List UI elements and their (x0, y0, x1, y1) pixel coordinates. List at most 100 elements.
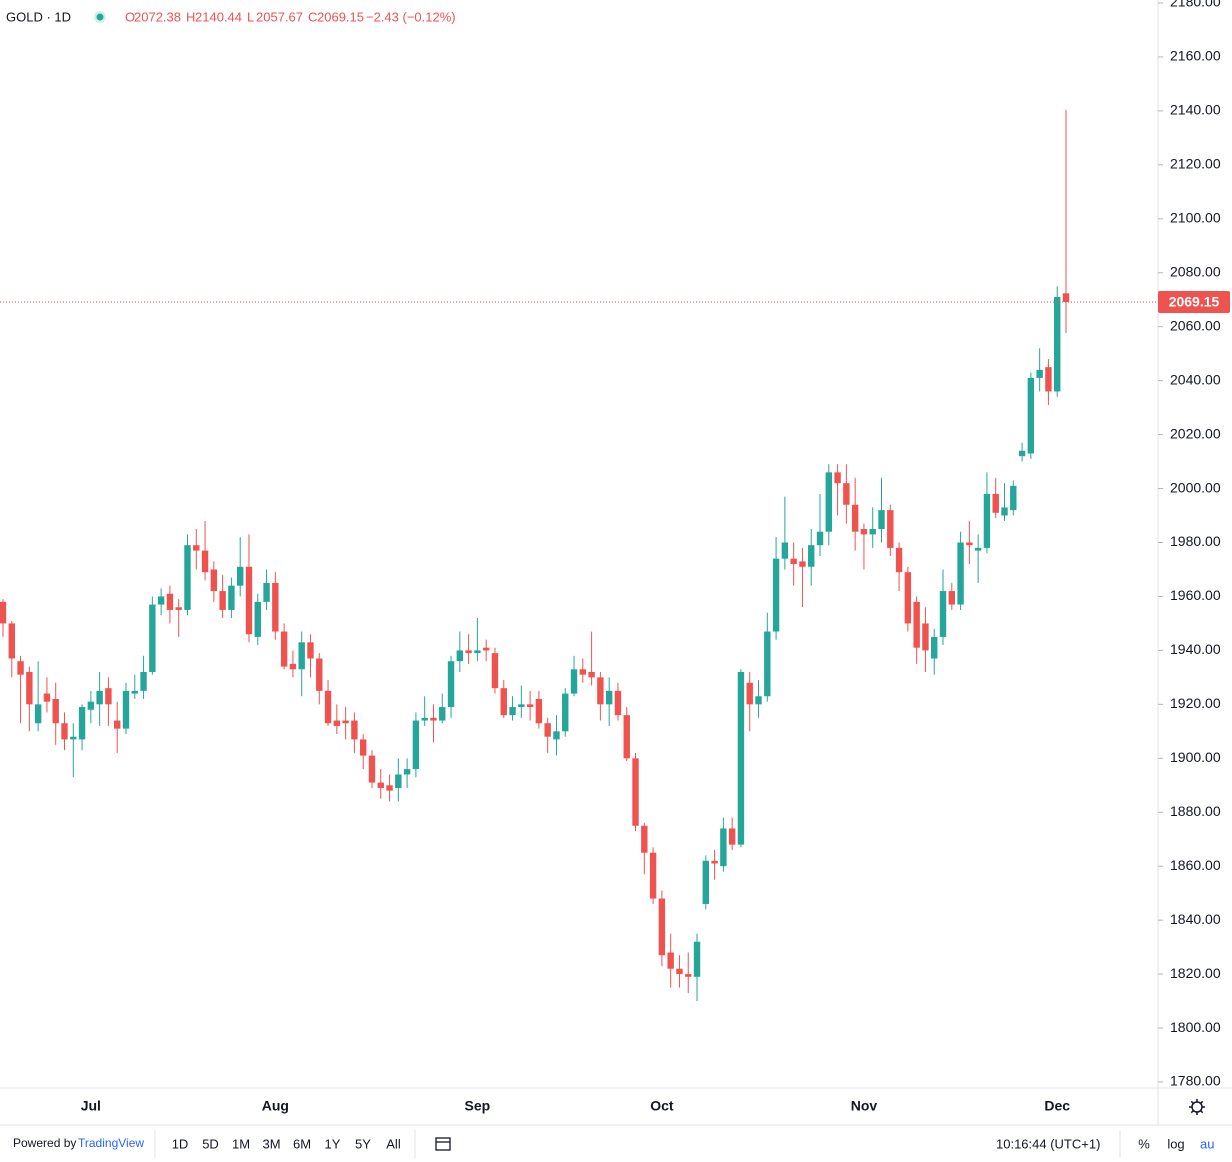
candle-body (649, 852, 657, 899)
candle-body (245, 566, 253, 635)
candle-body (992, 493, 999, 513)
candle-body (166, 593, 174, 610)
range-button[interactable]: 6M (293, 1136, 311, 1151)
candle-body (70, 736, 77, 740)
candle-body (553, 731, 560, 740)
candle-body (395, 774, 402, 788)
candle-body (474, 650, 481, 654)
candle-body (8, 623, 15, 659)
candle-body (605, 690, 613, 705)
candle-body (772, 558, 780, 632)
range-button[interactable]: 5Y (355, 1136, 371, 1151)
candle-body (289, 663, 297, 670)
range-button[interactable]: 5D (202, 1136, 219, 1151)
y-tick-label: 1860.00 (1170, 857, 1221, 873)
candle-body (851, 504, 859, 532)
x-tick-label: Nov (851, 1098, 878, 1114)
candle-body (737, 671, 745, 845)
range-button[interactable]: 1Y (325, 1136, 341, 1151)
candle-body (562, 693, 569, 732)
candle-body (693, 941, 701, 977)
y-tick-label: 2020.00 (1170, 425, 1221, 441)
date-range-icon[interactable] (435, 1137, 451, 1151)
y-tick-label: 1820.00 (1170, 965, 1221, 981)
candle-body (122, 690, 130, 729)
candle-body (623, 715, 630, 759)
candle-body (342, 720, 349, 724)
candle-body (157, 596, 165, 605)
candle-body (272, 582, 279, 632)
candle-body (421, 717, 428, 721)
candle-body (913, 601, 920, 648)
candle-body (26, 671, 33, 705)
candle-body (482, 647, 490, 651)
candle-body (632, 758, 639, 826)
range-button[interactable]: 1D (172, 1136, 189, 1151)
candle-body (333, 720, 341, 726)
candle-body (412, 720, 420, 770)
candle-body (526, 704, 534, 708)
candle-body (939, 591, 947, 637)
candle-body (298, 642, 305, 670)
candle-body (1045, 367, 1052, 392)
candle-body (351, 720, 358, 740)
ohlc-prefix: L (247, 9, 254, 24)
candle-body (105, 688, 112, 705)
y-tick-label: 2180.00 (1170, 0, 1221, 10)
candle-body (711, 860, 718, 864)
candle-body (781, 542, 789, 559)
last-price-tag (1158, 291, 1230, 314)
candle-body (368, 755, 376, 783)
ohlc-value: 2057.67 (256, 9, 303, 24)
candle-body (790, 558, 797, 565)
x-tick-label: Sep (465, 1098, 491, 1114)
candle-body (1001, 507, 1008, 516)
candle-body (447, 661, 455, 708)
candle-body (175, 607, 182, 610)
y-tick-label: 1780.00 (1170, 1073, 1221, 1089)
last-price-label: 2069.15 (1169, 294, 1220, 310)
candle-body (895, 547, 903, 573)
x-tick-label: Jul (81, 1098, 101, 1114)
candle-body (1062, 293, 1070, 303)
candle-body (114, 720, 121, 729)
range-button[interactable]: 3M (262, 1136, 280, 1151)
y-tick-label: 2140.00 (1170, 102, 1221, 118)
candle-body (307, 642, 314, 659)
candle-body (966, 542, 973, 546)
range-button[interactable]: All (386, 1136, 401, 1151)
ohlc-value: 2140.44 (195, 9, 242, 24)
candle-body (1010, 485, 1017, 511)
candle-body (676, 968, 683, 975)
candle-body (439, 707, 446, 721)
candle-body (201, 550, 209, 573)
y-tick-label: 1840.00 (1170, 911, 1221, 927)
settings-icon[interactable] (1189, 1099, 1205, 1115)
log-toggle[interactable]: log (1167, 1136, 1184, 1151)
ohlc-value: 2072.38 (134, 9, 181, 24)
percent-toggle[interactable]: % (1138, 1136, 1150, 1151)
candle-body (280, 631, 288, 667)
candle-body (1027, 377, 1035, 454)
candle-body (131, 690, 138, 694)
candle-body (667, 952, 674, 969)
candle-body (1054, 297, 1061, 392)
gear-teeth (1189, 1099, 1205, 1115)
candle-body (597, 677, 604, 705)
plot (0, 109, 1158, 1002)
candle-body (799, 561, 806, 567)
auto-toggle[interactable]: au (1200, 1136, 1214, 1151)
candle-body (456, 650, 464, 662)
brand-link[interactable]: TradingView (78, 1136, 144, 1150)
range-button[interactable]: 1M (232, 1136, 250, 1151)
candle-body (316, 658, 323, 691)
candle-body (974, 547, 982, 551)
clock: 10:16:44 (UTC+1) (996, 1136, 1100, 1151)
candle-body (219, 591, 226, 610)
candle-body (96, 690, 103, 705)
candle-body (430, 717, 437, 721)
candle-body (254, 601, 261, 637)
y-tick-label: 2160.00 (1170, 48, 1221, 64)
